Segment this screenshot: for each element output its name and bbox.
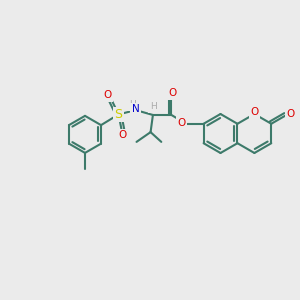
Text: O: O [286,109,295,119]
Text: O: O [250,107,259,117]
Text: O: O [168,88,176,98]
Text: N: N [132,104,139,115]
Text: O: O [104,90,112,100]
Text: O: O [178,118,186,128]
Text: H: H [129,100,136,109]
Text: H: H [150,102,157,111]
Text: S: S [115,108,123,121]
Text: O: O [118,130,127,140]
